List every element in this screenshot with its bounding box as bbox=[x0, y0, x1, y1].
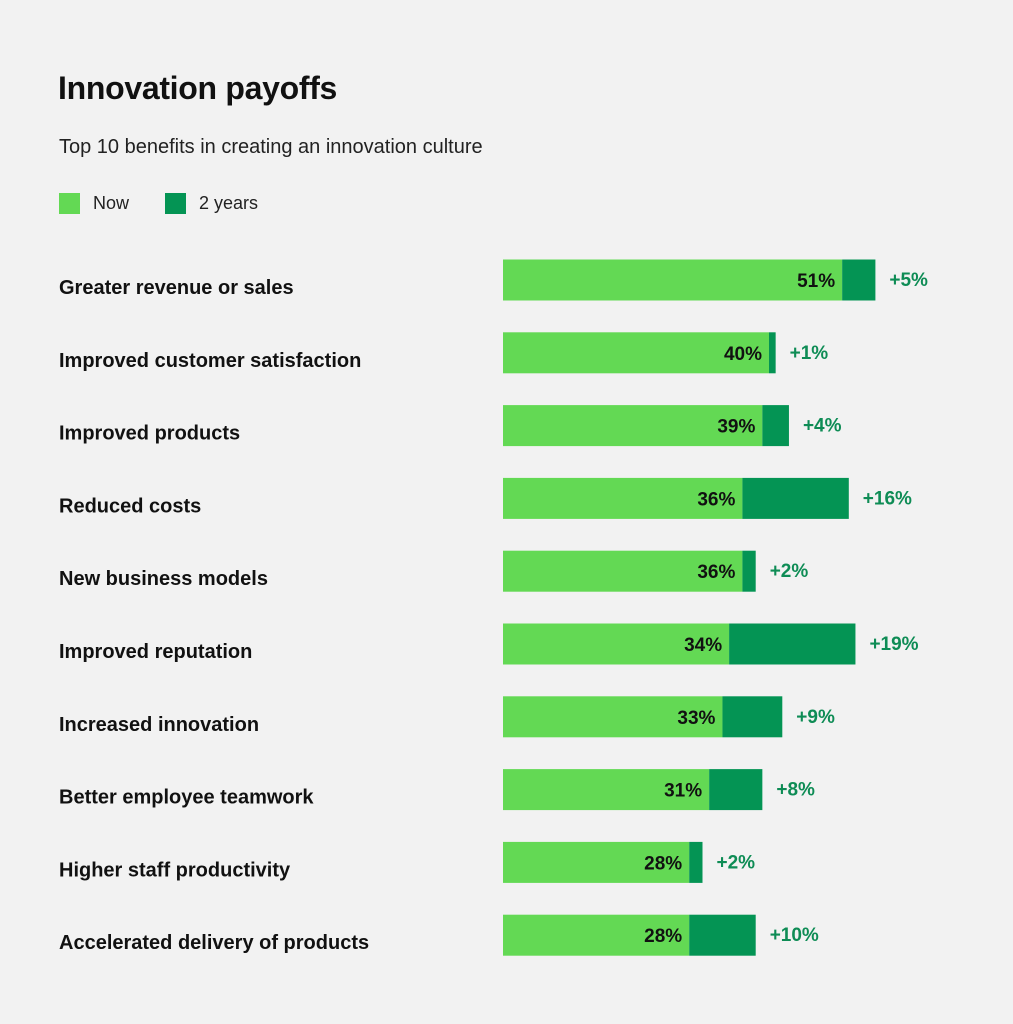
legend-item-2-years: 2 years bbox=[165, 193, 258, 214]
category-label: Reduced costs bbox=[59, 495, 201, 517]
chart-legend: Now 2 years bbox=[59, 193, 294, 214]
bar-now bbox=[503, 477, 743, 519]
category-label: Improved reputation bbox=[59, 641, 252, 663]
bar-row: Reduced costs 36% +16% bbox=[59, 477, 912, 519]
legend-label-now: Now bbox=[93, 193, 130, 213]
value-label-2-years: +9% bbox=[796, 707, 835, 728]
bar-now bbox=[503, 332, 769, 374]
bar-row: Increased innovation 33% +9% bbox=[59, 696, 835, 738]
category-label: New business models bbox=[59, 568, 268, 590]
bar-2-years bbox=[709, 769, 763, 811]
value-label-2-years: +2% bbox=[770, 561, 809, 582]
bar-now bbox=[503, 769, 710, 811]
legend-swatch-2-years bbox=[165, 193, 187, 214]
legend-label-2-years: 2 years bbox=[199, 193, 259, 213]
value-label-now: 39% bbox=[717, 417, 755, 438]
category-label: Accelerated delivery of products bbox=[59, 932, 369, 954]
legend-swatch-now bbox=[59, 193, 80, 214]
bar-row: Better employee teamwork 31% +8% bbox=[59, 769, 815, 811]
bar-2-years bbox=[689, 914, 756, 956]
bar-now bbox=[503, 696, 723, 738]
legend-item-now: Now bbox=[59, 193, 129, 214]
bar-now bbox=[503, 405, 763, 447]
bar-2-years bbox=[769, 332, 776, 374]
bar-row: Accelerated delivery of products 28% +10% bbox=[59, 914, 819, 956]
chart-subtitle: Top 10 benefits in creating an innovatio… bbox=[59, 136, 483, 158]
category-label: Higher staff productivity bbox=[59, 859, 291, 881]
bar-row: Improved customer satisfaction 40% +1% bbox=[59, 332, 829, 374]
value-label-now: 36% bbox=[697, 489, 735, 510]
bar-2-years bbox=[742, 550, 756, 592]
value-label-2-years: +4% bbox=[803, 416, 842, 437]
category-label: Improved products bbox=[59, 423, 240, 445]
category-label: Better employee teamwork bbox=[59, 787, 314, 809]
bar-row: Higher staff productivity 28% +2% bbox=[59, 841, 756, 883]
chart-title: Innovation payoffs bbox=[58, 70, 338, 106]
bar-row: Improved reputation 34% +19% bbox=[59, 623, 919, 665]
value-label-2-years: +1% bbox=[790, 343, 829, 364]
value-label-2-years: +16% bbox=[863, 488, 912, 509]
bar-now bbox=[503, 623, 730, 665]
bar-2-years bbox=[742, 477, 849, 519]
bar-row: Improved products 39% +4% bbox=[59, 405, 842, 447]
bar-row: New business models 36% +2% bbox=[59, 550, 809, 592]
bar-2-years bbox=[842, 259, 876, 301]
value-label-now: 34% bbox=[684, 635, 722, 656]
value-label-2-years: +10% bbox=[770, 925, 819, 946]
bar-now bbox=[503, 550, 743, 592]
value-label-now: 51% bbox=[797, 271, 835, 292]
bar-now bbox=[503, 914, 690, 956]
value-label-now: 36% bbox=[697, 562, 735, 583]
category-label: Increased innovation bbox=[59, 714, 259, 736]
bar-2-years bbox=[689, 841, 703, 883]
value-label-2-years: +2% bbox=[717, 852, 756, 873]
value-label-now: 33% bbox=[677, 708, 715, 729]
value-label-now: 28% bbox=[644, 926, 682, 947]
value-label-now: 28% bbox=[644, 853, 682, 874]
value-label-2-years: +8% bbox=[776, 780, 815, 801]
value-label-2-years: +19% bbox=[869, 634, 918, 655]
bar-now bbox=[503, 841, 690, 883]
bar-2-years bbox=[729, 623, 856, 665]
value-label-2-years: +5% bbox=[889, 270, 928, 291]
bar-2-years bbox=[762, 405, 789, 447]
bar-now bbox=[503, 259, 843, 301]
category-label: Improved customer satisfaction bbox=[59, 350, 361, 372]
bar-2-years bbox=[722, 696, 783, 738]
value-label-now: 31% bbox=[664, 781, 702, 802]
bar-row: Greater revenue or sales 51% +5% bbox=[59, 259, 928, 301]
category-label: Greater revenue or sales bbox=[59, 277, 294, 299]
value-label-now: 40% bbox=[724, 344, 762, 365]
